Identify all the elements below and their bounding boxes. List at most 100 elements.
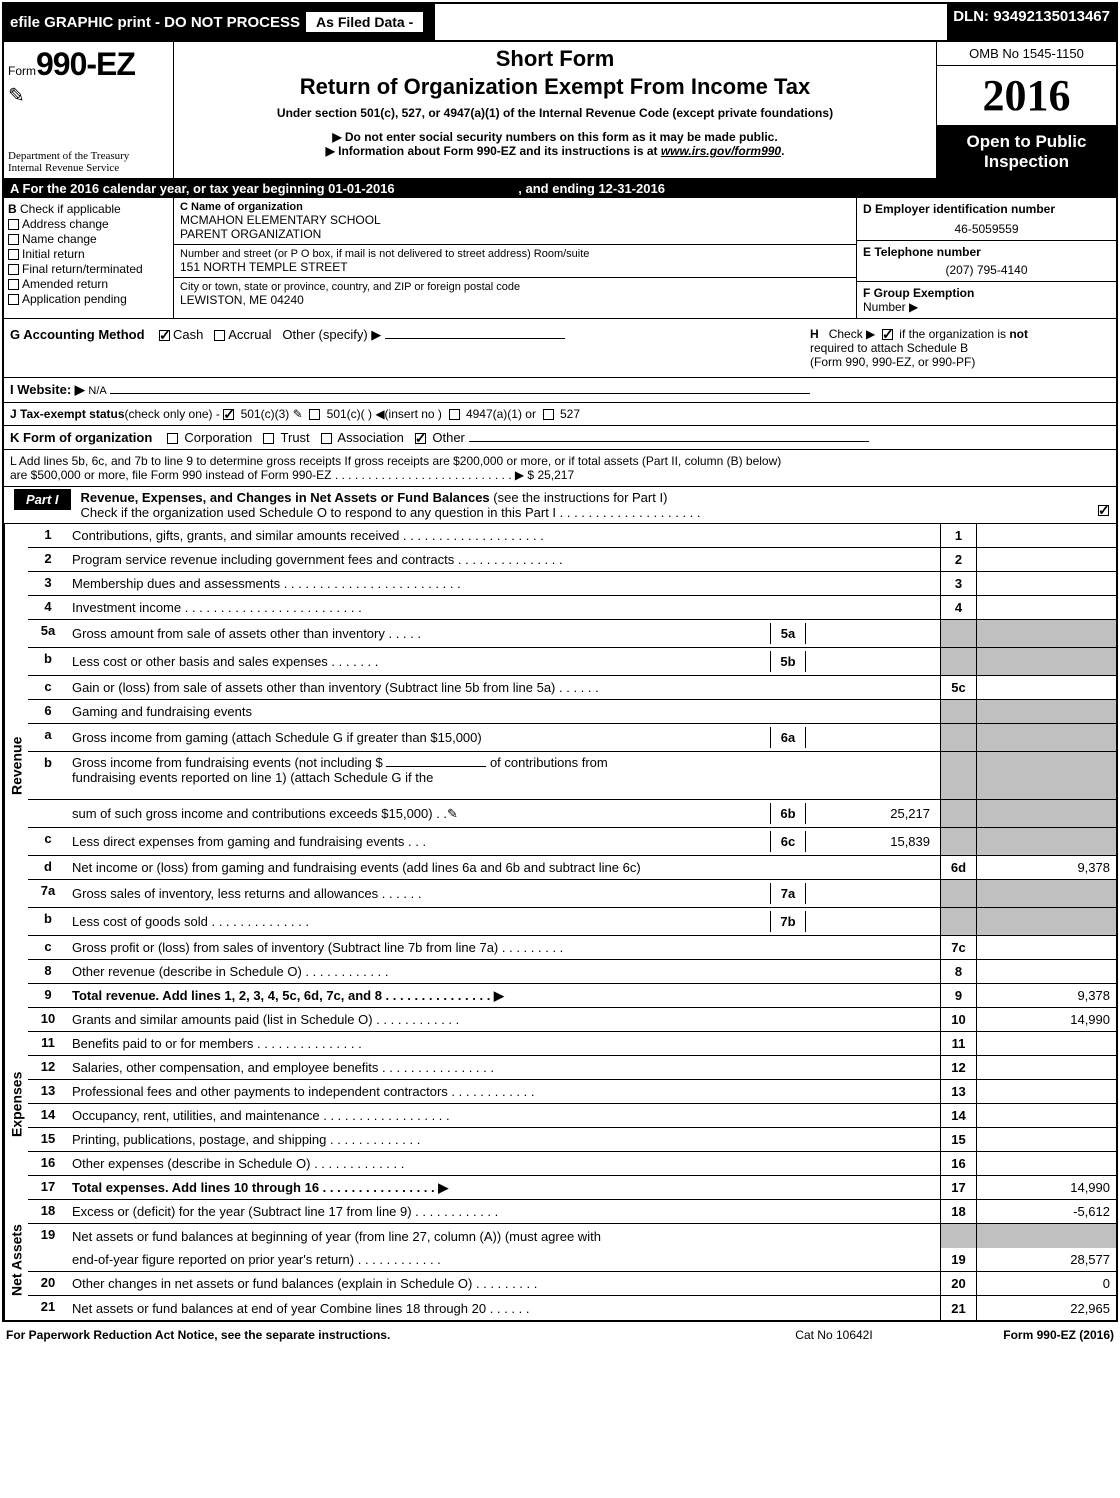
ln2-num: 2 xyxy=(28,548,68,571)
k-opt3: Other xyxy=(432,430,465,445)
side-netassets: Net Assets xyxy=(4,1200,28,1320)
line-6b-top: b Gross income from fundraising events (… xyxy=(28,752,1116,800)
chk-501c[interactable] xyxy=(309,409,320,420)
l-val: 25,217 xyxy=(537,468,574,482)
ln8-val xyxy=(976,960,1116,983)
info-link[interactable]: www.irs.gov/form990 xyxy=(661,144,781,158)
chk-cash[interactable] xyxy=(159,330,170,341)
row-k: K Form of organization Corporation Trust… xyxy=(4,426,1116,450)
ln17-num: 17 xyxy=(28,1176,68,1199)
line-9: 9 Total revenue. Add lines 1, 2, 3, 4, 5… xyxy=(28,984,1116,1008)
ln7a-inline: 7a xyxy=(770,883,936,904)
k-label: K Form of organization xyxy=(10,430,152,445)
ln11-box: 11 xyxy=(940,1032,976,1055)
ln6c-ival: 15,839 xyxy=(806,831,936,852)
i-label: I Website: ▶ xyxy=(10,382,85,397)
ln10-num: 10 xyxy=(28,1008,68,1031)
chk-corp[interactable] xyxy=(167,433,178,444)
chk-h[interactable] xyxy=(882,329,893,340)
chk-schedule-o[interactable] xyxy=(1098,505,1109,516)
chk-501c3[interactable] xyxy=(223,409,234,420)
ln21-val: 22,965 xyxy=(976,1296,1116,1320)
row-a-pre: A For the 2016 calendar year, or tax yea… xyxy=(10,181,328,196)
return-title: Return of Organization Exempt From Incom… xyxy=(182,74,928,100)
line-6a: a Gross income from gaming (attach Sched… xyxy=(28,724,1116,752)
ln2-val xyxy=(976,548,1116,571)
row-j: J Tax-exempt status(check only one) - 50… xyxy=(4,403,1116,426)
ln3-box: 3 xyxy=(940,572,976,595)
chk-address-change[interactable]: Address change xyxy=(8,217,169,231)
ln10-box: 10 xyxy=(940,1008,976,1031)
line-8: 8 Other revenue (describe in Schedule O)… xyxy=(28,960,1116,984)
dept1: Department of the Treasury xyxy=(8,150,169,162)
chk-other-org[interactable] xyxy=(415,433,426,444)
row-h: H Check ▶ if the organization is not req… xyxy=(810,327,1110,369)
ln6a-num: a xyxy=(28,724,68,751)
ln7b-ival xyxy=(806,911,936,932)
ln7b-boxshade xyxy=(940,908,976,935)
ln21-num: 21 xyxy=(28,1296,68,1320)
j-mid: (check only one) - xyxy=(125,407,224,421)
ln16-desc: Other expenses (describe in Schedule O) … xyxy=(68,1152,940,1175)
chk-amended-return[interactable]: Amended return xyxy=(8,277,169,291)
footer-mid: Cat No 10642I xyxy=(734,1328,934,1342)
ln6b-boxshade1 xyxy=(940,752,976,799)
header-block: Form990-EZ ✎ Department of the Treasury … xyxy=(4,42,1116,179)
ln18-val: -5,612 xyxy=(976,1200,1116,1223)
section-c: C Name of organization MCMAHON ELEMENTAR… xyxy=(174,198,856,318)
ln7b-num: b xyxy=(28,908,68,935)
chk-assoc[interactable] xyxy=(321,433,332,444)
ln6b-valshade2 xyxy=(976,800,1116,827)
ln6c-num: c xyxy=(28,828,68,855)
ln9-desc-b: Total revenue. Add lines 1, 2, 3, 4, 5c,… xyxy=(72,988,504,1004)
chk-trust[interactable] xyxy=(263,433,274,444)
chk-application-pending[interactable]: Application pending xyxy=(8,292,169,306)
ln6b-valshade1 xyxy=(976,752,1116,799)
h-label: H xyxy=(810,327,819,341)
ln6b-ibox: 6b xyxy=(770,803,806,824)
ln6b-desc3: fundraising events reported on line 1) (… xyxy=(72,770,433,785)
line-18: 18 Excess or (deficit) for the year (Sub… xyxy=(28,1200,1116,1224)
ln12-num: 12 xyxy=(28,1056,68,1079)
ln11-num: 11 xyxy=(28,1032,68,1055)
j-opt4: 527 xyxy=(560,407,580,421)
ln7a-valshade xyxy=(976,880,1116,907)
ln19-valshade xyxy=(976,1224,1116,1248)
footer: For Paperwork Reduction Act Notice, see … xyxy=(0,1324,1120,1346)
ln19-num2 xyxy=(28,1248,68,1271)
e-phone: E Telephone number (207) 795-4140 xyxy=(857,241,1116,282)
g-label: G Accounting Method xyxy=(10,327,145,342)
dln-label: DLN: 93492135013467 xyxy=(947,4,1116,40)
row-gh: G Accounting Method Cash Accrual Other (… xyxy=(4,319,1116,378)
chk-527[interactable] xyxy=(543,409,554,420)
chk-final-return[interactable]: Final return/terminated xyxy=(8,262,169,276)
ln12-box: 12 xyxy=(940,1056,976,1079)
chk-name-change[interactable]: Name change xyxy=(8,232,169,246)
ln5a-num: 5a xyxy=(28,620,68,647)
chk-initial-return[interactable]: Initial return xyxy=(8,247,169,261)
ln7a-desc: Gross sales of inventory, less returns a… xyxy=(72,886,421,901)
ln14-desc: Occupancy, rent, utilities, and maintena… xyxy=(68,1104,940,1127)
dept-treasury: Department of the Treasury Internal Reve… xyxy=(8,150,169,174)
ln8-box: 8 xyxy=(940,960,976,983)
line-6b-bottom: sum of such gross income and contributio… xyxy=(28,800,1116,828)
under-section: Under section 501(c), 527, or 4947(a)(1)… xyxy=(182,106,928,120)
omb-number: OMB No 1545-1150 xyxy=(937,42,1116,66)
ln9-val: 9,378 xyxy=(976,984,1116,1007)
chk-4947[interactable] xyxy=(449,409,460,420)
ln19-desc2: end-of-year figure reported on prior yea… xyxy=(68,1248,940,1271)
ln16-num: 16 xyxy=(28,1152,68,1175)
ln3-num: 3 xyxy=(28,572,68,595)
ln20-desc: Other changes in net assets or fund bala… xyxy=(68,1272,940,1295)
efile-label: efile GRAPHIC print - DO NOT PROCESS As … xyxy=(4,4,435,40)
ln6b-desc4: sum of such gross income and contributio… xyxy=(72,806,447,821)
ln7c-num: c xyxy=(28,936,68,959)
side-revenue: Revenue xyxy=(4,524,28,1008)
chk-accrual[interactable] xyxy=(214,330,225,341)
c-label: C Name of organization xyxy=(180,201,303,213)
ln20-num: 20 xyxy=(28,1272,68,1295)
info-dot: . xyxy=(781,144,784,158)
ln17-desc: Total expenses. Add lines 10 through 16 … xyxy=(68,1176,940,1199)
ln1-box: 1 xyxy=(940,524,976,547)
ln7b-valshade xyxy=(976,908,1116,935)
